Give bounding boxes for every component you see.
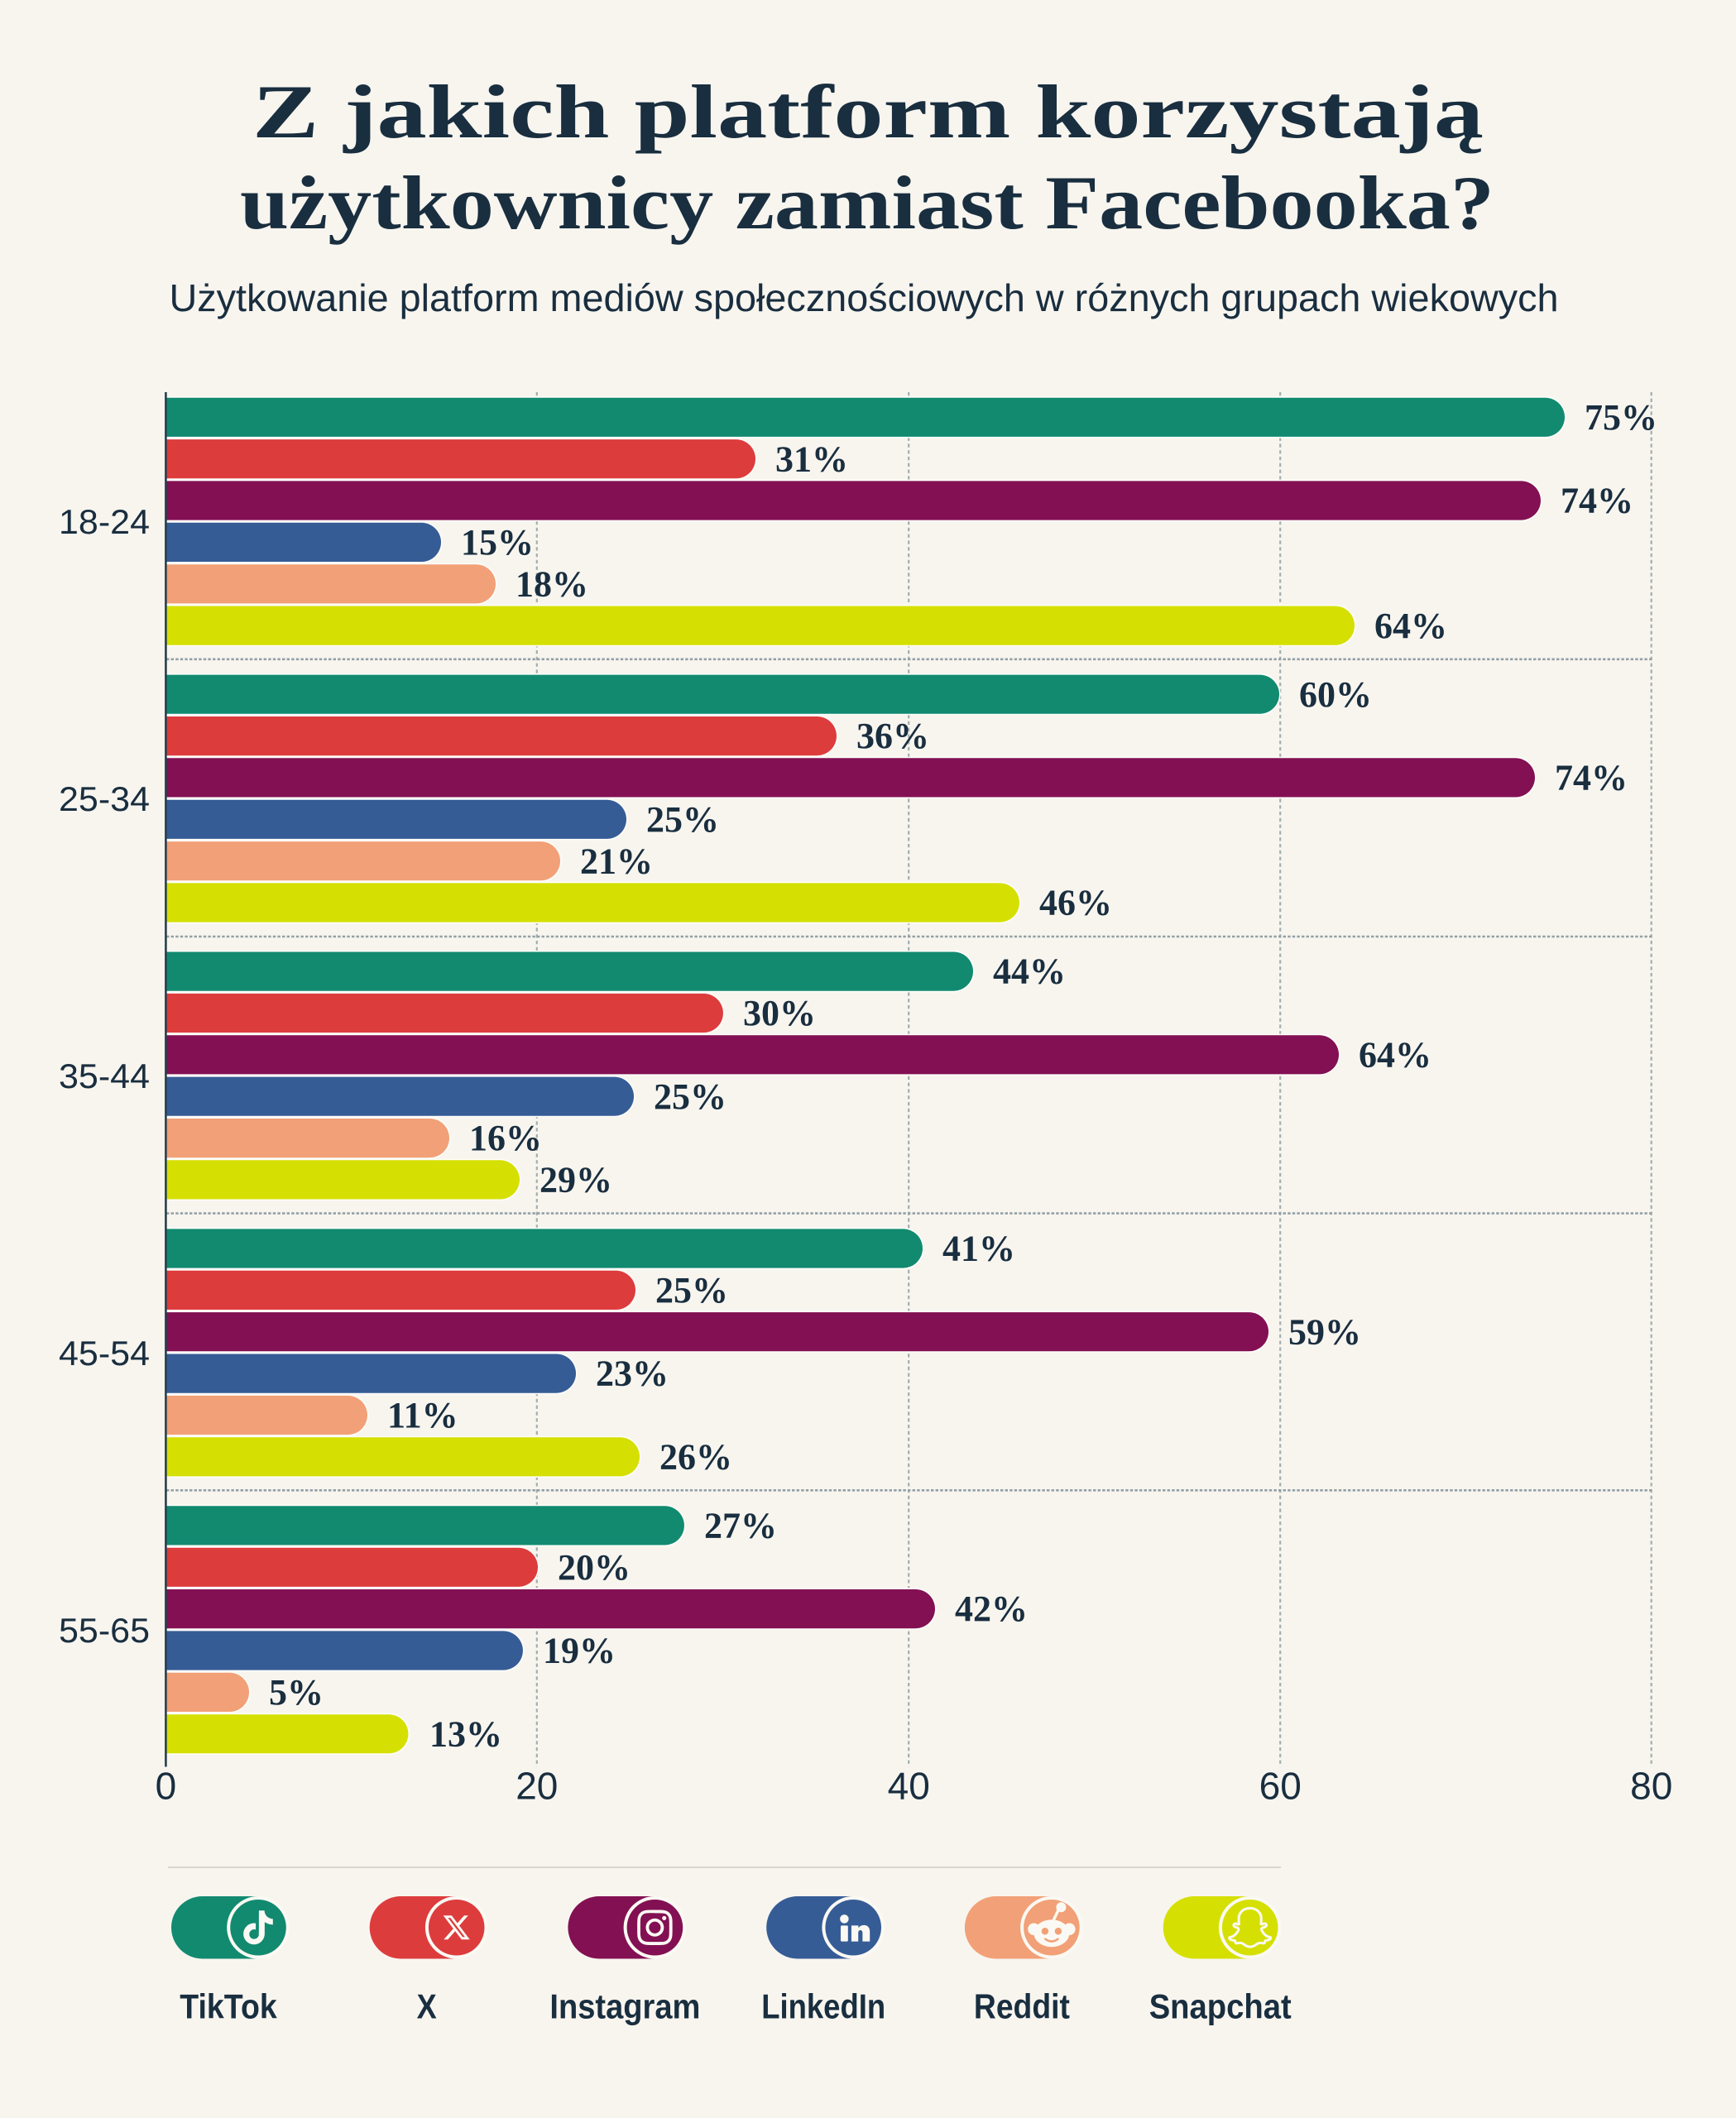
svg-text:80: 80 bbox=[1630, 1765, 1672, 1808]
svg-text:Instagram: Instagram bbox=[549, 1987, 700, 2026]
svg-text:60: 60 bbox=[1259, 1765, 1302, 1808]
svg-text:25-34: 25-34 bbox=[59, 779, 150, 818]
svg-text:21%: 21% bbox=[580, 841, 653, 881]
svg-text:20: 20 bbox=[516, 1765, 558, 1808]
svg-text:59%: 59% bbox=[1288, 1311, 1361, 1352]
svg-text:20%: 20% bbox=[558, 1547, 631, 1588]
svg-text:Snapchat: Snapchat bbox=[1149, 1987, 1292, 2026]
svg-text:55-65: 55-65 bbox=[59, 1611, 150, 1650]
svg-text:LinkedIn: LinkedIn bbox=[761, 1987, 885, 2026]
svg-text:25%: 25% bbox=[654, 1076, 727, 1117]
svg-text:29%: 29% bbox=[540, 1160, 612, 1200]
svg-text:15%: 15% bbox=[461, 522, 534, 563]
svg-text:16%: 16% bbox=[469, 1118, 542, 1158]
svg-text:64%: 64% bbox=[1374, 606, 1447, 646]
svg-text:23%: 23% bbox=[596, 1354, 669, 1394]
svg-text:74%: 74% bbox=[1555, 758, 1628, 798]
svg-text:40: 40 bbox=[888, 1765, 930, 1808]
svg-text:25%: 25% bbox=[655, 1270, 728, 1311]
svg-text:42%: 42% bbox=[955, 1588, 1028, 1629]
svg-text:użytkownicy zamiast Facebooka?: użytkownicy zamiast Facebooka? bbox=[240, 161, 1494, 245]
svg-text:Użytkowanie platform mediów sp: Użytkowanie platform mediów społeczności… bbox=[170, 276, 1559, 319]
svg-text:25%: 25% bbox=[646, 799, 719, 840]
svg-text:Z jakich platform korzystają: Z jakich platform korzystają bbox=[252, 69, 1484, 154]
svg-text:18-24: 18-24 bbox=[59, 502, 150, 541]
svg-text:74%: 74% bbox=[1561, 481, 1633, 521]
svg-text:0: 0 bbox=[156, 1765, 177, 1808]
svg-text:18%: 18% bbox=[516, 563, 588, 604]
svg-text:19%: 19% bbox=[543, 1631, 616, 1671]
svg-text:41%: 41% bbox=[942, 1229, 1015, 1269]
svg-text:26%: 26% bbox=[659, 1436, 732, 1477]
svg-text:30%: 30% bbox=[743, 993, 816, 1033]
svg-text:35-44: 35-44 bbox=[59, 1057, 150, 1095]
svg-text:75%: 75% bbox=[1585, 397, 1657, 438]
svg-text:5%: 5% bbox=[269, 1672, 324, 1713]
svg-text:64%: 64% bbox=[1359, 1034, 1431, 1075]
svg-text:46%: 46% bbox=[1039, 883, 1112, 923]
svg-text:36%: 36% bbox=[856, 716, 929, 756]
svg-text:60%: 60% bbox=[1299, 674, 1372, 715]
svg-text:13%: 13% bbox=[429, 1713, 502, 1754]
svg-text:X: X bbox=[417, 1987, 437, 2026]
svg-text:45-54: 45-54 bbox=[59, 1334, 150, 1373]
svg-text:27%: 27% bbox=[704, 1506, 777, 1546]
svg-text:31%: 31% bbox=[775, 438, 848, 479]
svg-text:Reddit: Reddit bbox=[974, 1987, 1070, 2026]
svg-text:44%: 44% bbox=[993, 951, 1066, 992]
svg-text:11%: 11% bbox=[387, 1395, 458, 1435]
svg-text:TikTok: TikTok bbox=[180, 1987, 277, 2026]
